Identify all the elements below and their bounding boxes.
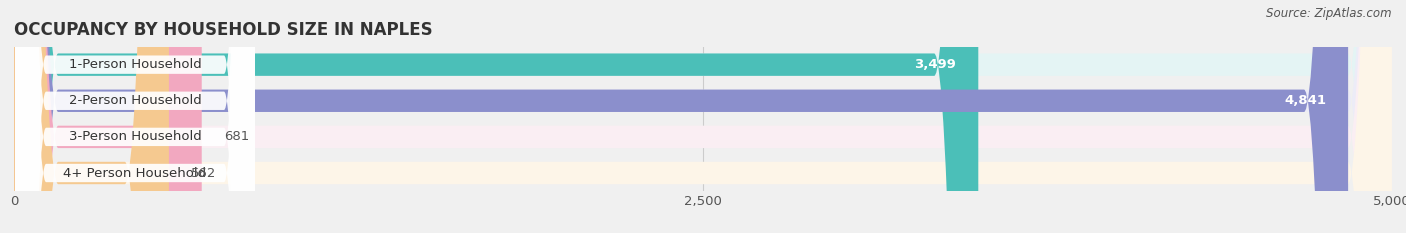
Text: 1-Person Household: 1-Person Household: [69, 58, 201, 71]
FancyBboxPatch shape: [14, 0, 1392, 233]
Text: 681: 681: [224, 130, 249, 143]
FancyBboxPatch shape: [14, 0, 1348, 233]
FancyBboxPatch shape: [14, 0, 1392, 233]
Text: 4,841: 4,841: [1284, 94, 1326, 107]
FancyBboxPatch shape: [14, 0, 979, 233]
Text: 2-Person Household: 2-Person Household: [69, 94, 201, 107]
Text: 4+ Person Household: 4+ Person Household: [63, 167, 207, 179]
Text: 562: 562: [191, 167, 217, 179]
FancyBboxPatch shape: [15, 0, 254, 233]
FancyBboxPatch shape: [15, 0, 254, 233]
FancyBboxPatch shape: [14, 0, 201, 233]
Text: Source: ZipAtlas.com: Source: ZipAtlas.com: [1267, 7, 1392, 20]
FancyBboxPatch shape: [14, 0, 1392, 233]
FancyBboxPatch shape: [14, 0, 169, 233]
Text: 3-Person Household: 3-Person Household: [69, 130, 201, 143]
Text: 3,499: 3,499: [914, 58, 956, 71]
FancyBboxPatch shape: [14, 0, 1392, 233]
FancyBboxPatch shape: [15, 0, 254, 233]
FancyBboxPatch shape: [15, 0, 254, 233]
Text: OCCUPANCY BY HOUSEHOLD SIZE IN NAPLES: OCCUPANCY BY HOUSEHOLD SIZE IN NAPLES: [14, 21, 433, 39]
